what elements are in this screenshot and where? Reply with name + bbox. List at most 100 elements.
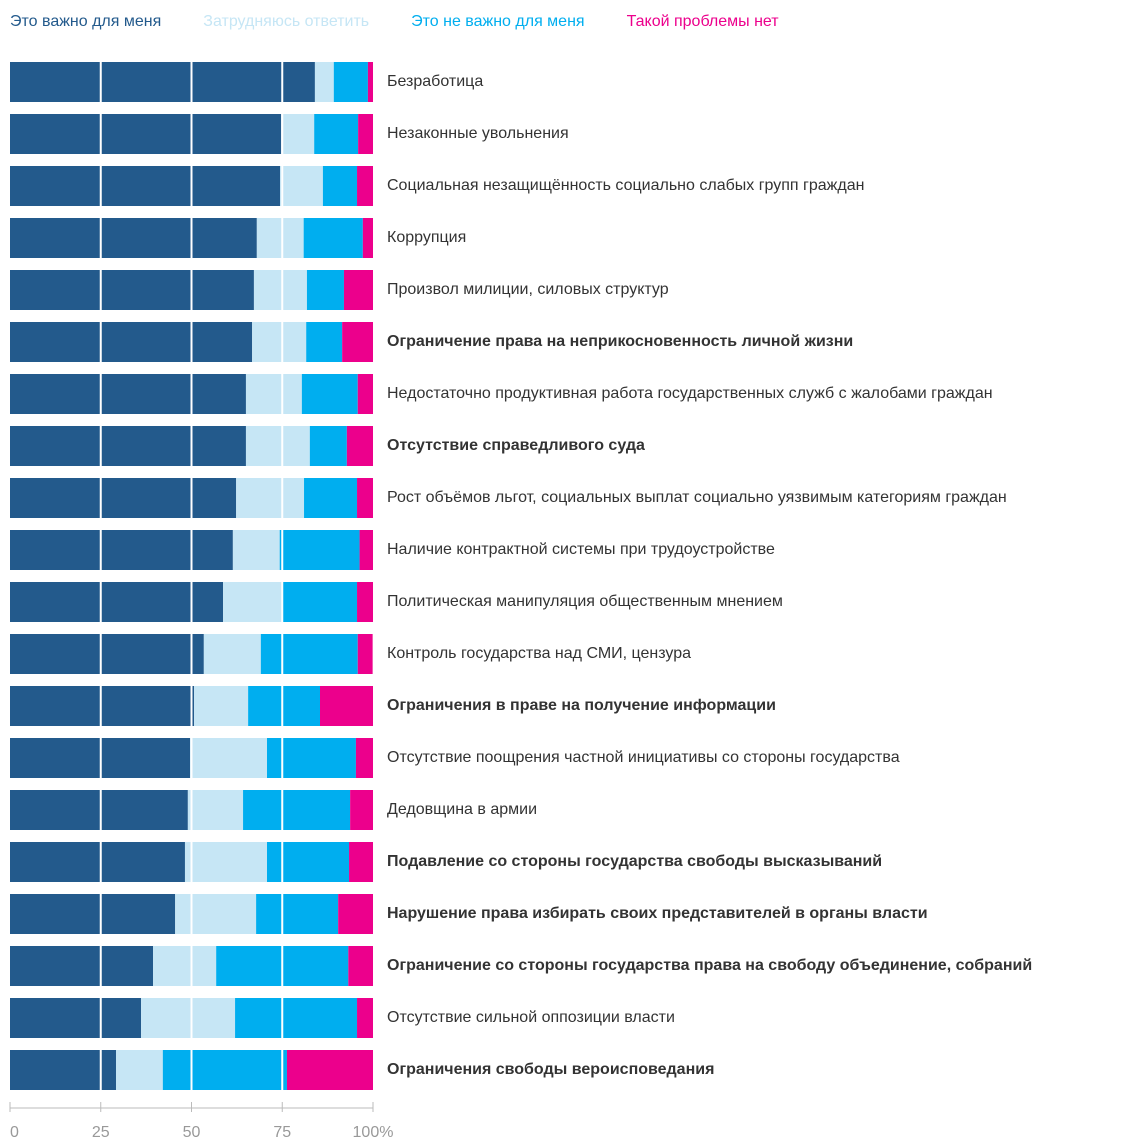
category-label: Коррупция (387, 229, 466, 246)
bar-segment (194, 686, 249, 726)
bar-segment (10, 634, 204, 674)
bar-segment (10, 582, 224, 622)
category-label: Политическая манипуляция общественным мн… (387, 593, 783, 610)
bar-segment (348, 946, 373, 986)
category-label: Ограничение со стороны государства права… (387, 957, 1032, 974)
bar-segment (10, 998, 142, 1038)
bar-segment (357, 478, 373, 518)
bar-segment (306, 270, 344, 310)
bar-segment (279, 530, 360, 570)
bar-segment (10, 166, 281, 206)
bar-segment (184, 842, 268, 882)
bar-segment (301, 374, 358, 414)
x-tick-label: 75 (273, 1124, 291, 1141)
bar-segment (141, 998, 236, 1038)
bar-segment (235, 998, 358, 1038)
bar-segment (153, 946, 217, 986)
bar-segment (322, 166, 358, 206)
bar-segment (203, 634, 261, 674)
x-tick-label: 50 (183, 1124, 201, 1141)
bar-segment (10, 686, 195, 726)
bar-segment (303, 218, 363, 258)
bar-segment (306, 322, 343, 362)
bar-segment (267, 738, 356, 778)
bar-segment (10, 374, 246, 414)
bar-segment (282, 582, 358, 622)
bar-segment (187, 790, 244, 830)
bar-segment (10, 478, 237, 518)
bar-segment (367, 62, 373, 102)
legend-entry: Затрудняюсь ответить (203, 13, 369, 30)
category-label: Ограничения в праве на получение информа… (387, 697, 776, 714)
category-label: Контроль государства над СМИ, цензура (387, 645, 691, 662)
bar-segment (236, 478, 305, 518)
bar-segment (10, 426, 246, 466)
bar-segment (260, 634, 358, 674)
bar-segment (357, 582, 373, 622)
bar-segment (357, 166, 373, 206)
category-label: Незаконные увольнения (387, 125, 569, 142)
bar-segment (320, 686, 373, 726)
bar-segment (175, 894, 257, 934)
bar-segment (243, 790, 351, 830)
bar-segment (253, 270, 307, 310)
category-label: Социальная незащищённость социально слаб… (387, 177, 864, 194)
bar-segment (349, 842, 373, 882)
bar-segment (10, 270, 254, 310)
bar-segment (314, 114, 359, 154)
bar-segment (245, 426, 310, 466)
bar-segment (304, 478, 358, 518)
bar-segment (10, 946, 154, 986)
category-label: Ограничения свободы вероисповедания (387, 1061, 714, 1078)
bar-segment (10, 322, 253, 362)
bar-segment (10, 530, 233, 570)
bar-segment (232, 530, 280, 570)
legend-entry: Такой проблемы нет (627, 13, 780, 30)
bar-segment (309, 426, 347, 466)
category-label: Дедовщина в армии (387, 801, 537, 818)
bar-segment (10, 842, 185, 882)
bar-segment (10, 1050, 116, 1090)
category-label: Недостаточно продуктивная работа государ… (387, 385, 993, 402)
x-tick-label: 100% (353, 1124, 394, 1141)
legend-entry: Это не важно для меня (411, 13, 584, 30)
bar-segment (362, 218, 373, 258)
bar-segment (358, 114, 373, 154)
bar-segment (223, 582, 283, 622)
bar-segment (338, 894, 373, 934)
bar-segment (343, 270, 373, 310)
bar-segment (10, 790, 188, 830)
bar-segment (355, 738, 373, 778)
bar-segment (286, 1050, 373, 1090)
bar-segment (10, 114, 282, 154)
bar-segment (256, 218, 304, 258)
bar-segment (342, 322, 373, 362)
bar-segment (245, 374, 302, 414)
bar-segment (248, 686, 321, 726)
bar-segment (281, 114, 315, 154)
bar-segment (280, 166, 323, 206)
bar-segment (10, 218, 257, 258)
category-label: Отсутствие сильной оппозиции власти (387, 1009, 675, 1026)
bar-segment (10, 62, 315, 102)
category-label: Ограничение права на неприкосновенность … (387, 333, 853, 350)
category-label: Подавление со стороны государства свобод… (387, 853, 882, 870)
category-label: Нарушение права избирать своих представи… (387, 905, 928, 922)
x-tick-label: 0 (10, 1124, 19, 1141)
category-label: Отсутствие справедливого суда (387, 437, 645, 454)
bar-segment (357, 634, 373, 674)
bar-segment (267, 842, 350, 882)
bar-segment (256, 894, 339, 934)
category-label: Безработица (387, 73, 483, 90)
category-label: Произвол милиции, силовых структур (387, 281, 669, 298)
category-label: Рост объёмов льгот, социальных выплат со… (387, 489, 1007, 506)
bar-segment (350, 790, 373, 830)
bar-segment (162, 1050, 287, 1090)
x-tick-label: 25 (92, 1124, 110, 1141)
bar-segment (346, 426, 373, 466)
bar-segment (359, 530, 373, 570)
category-label: Наличие контрактной системы при трудоуст… (387, 541, 775, 558)
bar-segment (115, 1050, 163, 1090)
bar-segment (357, 374, 373, 414)
